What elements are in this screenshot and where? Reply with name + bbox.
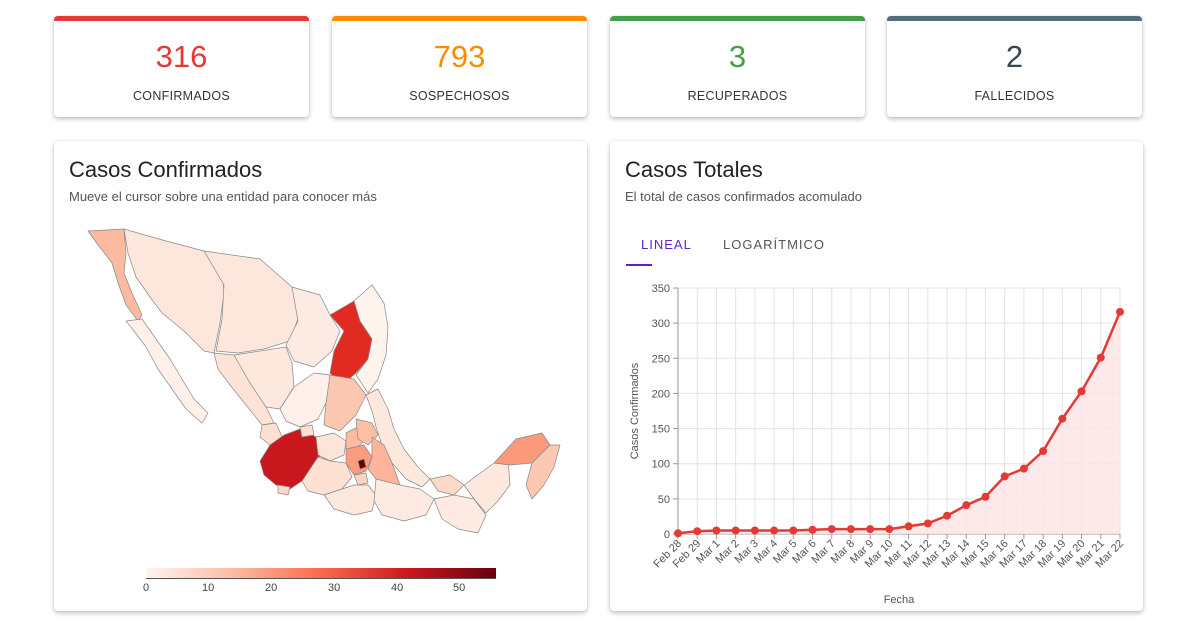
state-coahuila[interactable]	[285, 286, 341, 368]
state-colima[interactable]	[277, 484, 291, 496]
state-morelos[interactable]	[353, 472, 369, 486]
map-panel-title: Casos Confirmados	[69, 157, 263, 182]
state-baja-california[interactable]	[87, 228, 143, 322]
state-veracruz[interactable]	[365, 388, 431, 488]
y-axis-label: Casos Confirmados	[629, 362, 641, 459]
stat-card-suspected: 793 SOSPECHOSOS	[332, 16, 587, 117]
stat-value: 316	[155, 39, 208, 74]
stat-label: RECUPERADOS	[687, 89, 788, 103]
y-tick-label: 350	[652, 283, 670, 295]
stat-label: CONFIRMADOS	[132, 89, 231, 103]
data-point	[866, 525, 875, 534]
chart-panel-subtitle: El total de casos confirmados acomulado	[625, 189, 863, 204]
data-point	[1058, 414, 1067, 423]
data-point	[750, 526, 759, 535]
legend-tick-label: 10	[202, 582, 215, 594]
legend-tick-label: 20	[265, 582, 278, 594]
stat-card-accent-bar	[610, 16, 865, 21]
data-point	[885, 525, 894, 534]
data-point	[1077, 387, 1086, 396]
data-point	[770, 526, 779, 535]
legend-tick-label: 40	[391, 582, 404, 594]
data-point	[827, 525, 836, 534]
state-chiapas[interactable]	[433, 494, 487, 534]
legend-tick-label: 30	[328, 582, 341, 594]
tab-lineal[interactable]: LINEAL	[641, 237, 692, 252]
series-area	[678, 311, 1120, 534]
data-point	[904, 522, 913, 531]
stat-value: 793	[433, 39, 486, 74]
mexico-map[interactable]	[54, 223, 587, 543]
y-tick-label: 100	[652, 459, 670, 471]
y-tick-label: 50	[658, 494, 670, 506]
state-cdmx[interactable]	[357, 458, 367, 470]
state-chihuahua[interactable]	[203, 250, 301, 354]
map-legend: 0 10 20 30 40 50	[143, 568, 496, 594]
y-tick-label: 200	[652, 388, 670, 400]
data-point	[674, 529, 682, 538]
data-point	[789, 526, 798, 535]
stat-card-accent-bar	[887, 16, 1142, 21]
data-point	[1096, 353, 1105, 362]
state-michoacan[interactable]	[301, 456, 353, 496]
legend-tick-label: 50	[453, 582, 466, 594]
data-point	[1039, 447, 1048, 456]
data-point	[693, 527, 702, 536]
chart-panel: Casos Totales El total de casos confirma…	[610, 141, 1143, 611]
state-baja-california-sur[interactable]	[125, 318, 209, 424]
data-point	[1019, 464, 1028, 473]
chart-panel-title: Casos Totales	[625, 157, 763, 182]
legend-tick-label: 0	[143, 582, 150, 594]
state-guanajuato[interactable]	[315, 432, 347, 462]
y-tick-label: 300	[652, 318, 670, 330]
state-estado-de-mexico[interactable]	[345, 444, 373, 476]
stat-label: FALLECIDOS	[974, 89, 1055, 103]
data-point	[943, 511, 952, 520]
data-point	[846, 525, 855, 534]
active-tab-indicator	[626, 264, 652, 266]
data-point	[1116, 307, 1124, 316]
data-point	[981, 492, 990, 501]
state-tabasco[interactable]	[429, 474, 465, 496]
stat-label: SOSPECHOSOS	[409, 89, 510, 103]
y-tick-label: 250	[652, 353, 670, 365]
state-aguascalientes[interactable]	[299, 424, 315, 438]
state-quintana-roo[interactable]	[525, 444, 561, 500]
stat-value: 3	[728, 39, 747, 74]
data-point	[923, 519, 932, 528]
map-panel: Casos Confirmados Mueve el cursor sobre …	[54, 141, 587, 611]
state-tamaulipas[interactable]	[353, 284, 389, 394]
map-panel-subtitle: Mueve el cursor sobre una entidad para c…	[69, 189, 377, 204]
legend-axis-line	[146, 578, 496, 579]
state-san-luis-potosi[interactable]	[323, 374, 367, 432]
data-point	[712, 526, 721, 535]
state-oaxaca[interactable]	[373, 478, 435, 522]
data-point	[962, 501, 971, 510]
stat-card-accent-bar	[332, 16, 587, 21]
stat-card-recovered: 3 RECUPERADOS	[610, 16, 865, 117]
stat-card-confirmed: 316 CONFIRMADOS	[54, 16, 309, 117]
tab-logaritmico[interactable]: LOGARÍTMICO	[723, 237, 826, 252]
y-tick-label: 0	[664, 529, 670, 541]
stat-card-accent-bar	[54, 16, 309, 21]
legend-color-ramp	[146, 568, 496, 578]
stat-value: 2	[1005, 39, 1024, 74]
x-axis-label: Fecha	[884, 594, 915, 606]
data-point	[808, 525, 817, 534]
y-tick-label: 150	[652, 424, 670, 436]
stat-card-deaths: 2 FALLECIDOS	[887, 16, 1142, 117]
data-point	[1000, 472, 1009, 481]
data-point	[731, 526, 740, 535]
